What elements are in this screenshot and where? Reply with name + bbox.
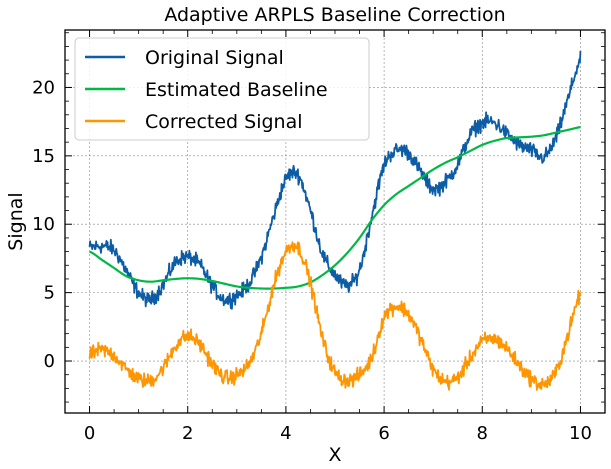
legend-box <box>74 37 370 141</box>
series-line-original-signal <box>88 50 582 310</box>
y-axis-label: Signal <box>5 192 27 250</box>
legend-label-estimated-baseline: Estimated Baseline <box>145 79 328 101</box>
y-tick-label: 10 <box>32 214 55 235</box>
x-tick-label: 0 <box>84 423 95 444</box>
series-line-corrected-signal <box>88 241 582 391</box>
x-tick-label: 4 <box>280 423 291 444</box>
y-tick-label: 20 <box>32 77 55 98</box>
chart-title: Adaptive ARPLS Baseline Correction <box>164 4 505 26</box>
x-tick-label: 6 <box>378 423 389 444</box>
y-tick-label: 5 <box>44 283 55 304</box>
x-tick-label: 2 <box>182 423 193 444</box>
legend-label-corrected-signal: Corrected Signal <box>145 111 303 133</box>
x-axis-label: X <box>328 444 341 466</box>
x-tick-label: 10 <box>569 423 592 444</box>
series-line-estimated-baseline <box>89 126 581 290</box>
x-tick-label: 8 <box>477 423 488 444</box>
ticks: 0 2 4 6 8 10 0 5 10 15 20 <box>32 30 606 444</box>
y-tick-label: 15 <box>32 146 55 167</box>
y-tick-label: 0 <box>44 351 55 372</box>
legend: Original Signal Estimated Baseline Correct… <box>74 37 370 141</box>
plot-lines <box>88 50 582 391</box>
legend-label-original-signal: Original Signal <box>145 47 284 69</box>
